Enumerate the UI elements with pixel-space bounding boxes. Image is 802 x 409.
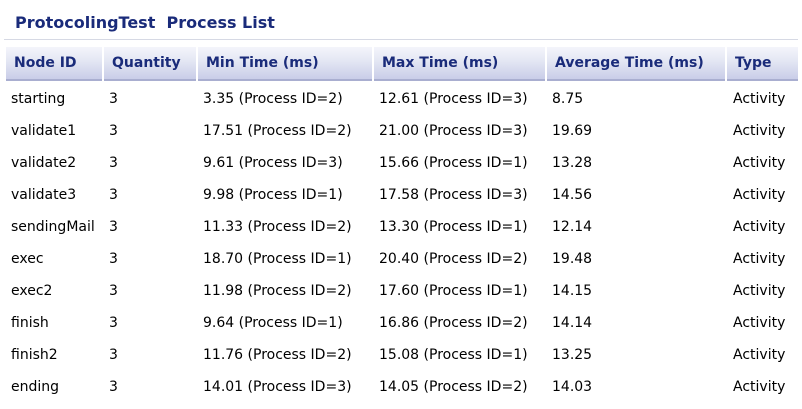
node-id-cell: validate3 <box>11 187 77 203</box>
node-id-cell: finish <box>11 315 49 331</box>
max-time-cell: 16.86 (Process ID=2) <box>379 315 528 331</box>
min-time-cell: 11.98 (Process ID=2) <box>203 283 352 299</box>
node-id-cell: starting <box>11 91 66 107</box>
process-list-table: Node ID Quantity Min Time (ms) Max Time … <box>4 47 800 403</box>
node-id-cell: sendingMail <box>11 219 95 235</box>
average-time-cell: 14.03 <box>552 379 593 395</box>
table-row[interactable]: exec 3 18.70 (Process ID=1) 20.40 (Process … <box>6 243 798 275</box>
max-time-cell: 20.40 (Process ID=2) <box>379 251 528 267</box>
average-time-cell: 12.14 <box>552 219 593 235</box>
quantity-cell: 3 <box>109 315 118 331</box>
table-row[interactable]: finish2 3 11.76 (Process ID=2) 15.08 (Proce… <box>6 339 798 371</box>
column-header-max-time[interactable]: Max Time (ms) <box>374 47 545 81</box>
table-row[interactable]: validate3 3 9.98 (Process ID=1) 17.58 (Proc… <box>6 179 798 211</box>
type-cell: Activity <box>733 379 786 395</box>
quantity-cell: 3 <box>109 347 118 363</box>
table-row[interactable]: starting 3 3.35 (Process ID=2) 12.61 (Proce… <box>6 81 798 115</box>
max-time-cell: 15.66 (Process ID=1) <box>379 155 528 171</box>
max-time-cell: 15.08 (Process ID=1) <box>379 347 528 363</box>
column-header-type[interactable]: Type <box>727 47 798 81</box>
node-id-cell: validate1 <box>11 123 77 139</box>
min-time-cell: 17.51 (Process ID=2) <box>203 123 352 139</box>
min-time-cell: 3.35 (Process ID=2) <box>203 91 343 107</box>
title-divider <box>4 39 798 40</box>
max-time-cell: 13.30 (Process ID=1) <box>379 219 528 235</box>
min-time-cell: 9.98 (Process ID=1) <box>203 187 343 203</box>
type-cell: Activity <box>733 155 786 171</box>
type-cell: Activity <box>733 315 786 331</box>
column-header-average-time[interactable]: Average Time (ms) <box>547 47 725 81</box>
quantity-cell: 3 <box>109 187 118 203</box>
node-id-cell: ending <box>11 379 60 395</box>
node-id-cell: exec <box>11 251 44 267</box>
type-cell: Activity <box>733 91 786 107</box>
average-time-cell: 19.48 <box>552 251 593 267</box>
table-header-row: Node ID Quantity Min Time (ms) Max Time … <box>6 47 798 81</box>
table-row[interactable]: exec2 3 11.98 (Process ID=2) 17.60 (Process… <box>6 275 798 307</box>
min-time-cell: 9.64 (Process ID=1) <box>203 315 343 331</box>
average-time-cell: 14.14 <box>552 315 593 331</box>
average-time-cell: 13.25 <box>552 347 593 363</box>
quantity-cell: 3 <box>109 155 118 171</box>
table-row[interactable]: validate2 3 9.61 (Process ID=3) 15.66 (Proc… <box>6 147 798 179</box>
quantity-cell: 3 <box>109 91 118 107</box>
min-time-cell: 18.70 (Process ID=1) <box>203 251 352 267</box>
column-header-node-id[interactable]: Node ID <box>6 47 102 81</box>
table-row[interactable]: validate1 3 17.51 (Process ID=2) 21.00 (Pro… <box>6 115 798 147</box>
table-row[interactable]: finish 3 9.64 (Process ID=1) 16.86 (Process… <box>6 307 798 339</box>
type-cell: Activity <box>733 283 786 299</box>
min-time-cell: 14.01 (Process ID=3) <box>203 379 352 395</box>
max-time-cell: 14.05 (Process ID=2) <box>379 379 528 395</box>
average-time-cell: 19.69 <box>552 123 593 139</box>
table-row[interactable]: ending 3 14.01 (Process ID=3) 14.05 (Proces… <box>6 371 798 403</box>
quantity-cell: 3 <box>109 379 118 395</box>
max-time-cell: 17.60 (Process ID=1) <box>379 283 528 299</box>
quantity-cell: 3 <box>109 123 118 139</box>
node-id-cell: exec2 <box>11 283 53 299</box>
max-time-cell: 17.58 (Process ID=3) <box>379 187 528 203</box>
page-title: ProtocolingTest Process List <box>15 13 275 32</box>
type-cell: Activity <box>733 347 786 363</box>
column-header-quantity[interactable]: Quantity <box>104 47 196 81</box>
quantity-cell: 3 <box>109 251 118 267</box>
average-time-cell: 14.56 <box>552 187 593 203</box>
max-time-cell: 21.00 (Process ID=3) <box>379 123 528 139</box>
type-cell: Activity <box>733 187 786 203</box>
table-row[interactable]: sendingMail 3 11.33 (Process ID=2) 13.30 (P… <box>6 211 798 243</box>
average-time-cell: 14.15 <box>552 283 593 299</box>
min-time-cell: 9.61 (Process ID=3) <box>203 155 343 171</box>
min-time-cell: 11.33 (Process ID=2) <box>203 219 352 235</box>
average-time-cell: 8.75 <box>552 91 584 107</box>
average-time-cell: 13.28 <box>552 155 593 171</box>
type-cell: Activity <box>733 123 786 139</box>
node-id-cell: validate2 <box>11 155 77 171</box>
column-header-min-time[interactable]: Min Time (ms) <box>198 47 372 81</box>
quantity-cell: 3 <box>109 219 118 235</box>
type-cell: Activity <box>733 251 786 267</box>
type-cell: Activity <box>733 219 786 235</box>
quantity-cell: 3 <box>109 283 118 299</box>
node-id-cell: finish2 <box>11 347 58 363</box>
min-time-cell: 11.76 (Process ID=2) <box>203 347 352 363</box>
max-time-cell: 12.61 (Process ID=3) <box>379 91 528 107</box>
